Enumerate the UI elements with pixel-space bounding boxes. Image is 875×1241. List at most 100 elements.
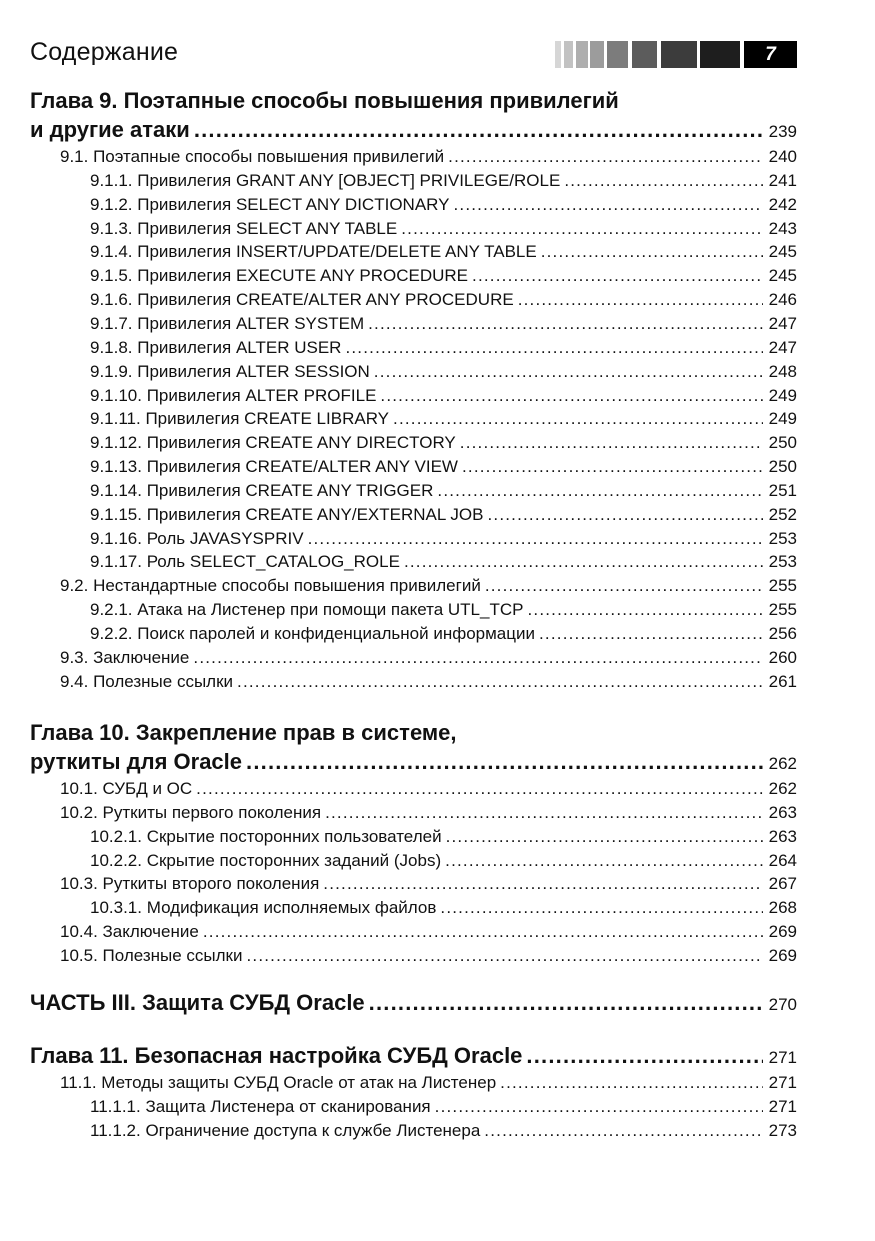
toc-entry: 9.2.2. Поиск паролей и конфиденциальной …	[90, 624, 797, 648]
toc-entry-page: 261	[768, 671, 797, 691]
toc-entry-page: 263	[768, 826, 797, 846]
toc-entry: 10.4. Заключение 269	[60, 922, 797, 946]
toc-entry: 9.1.7. Привилегия ALTER SYSTEM 247	[90, 314, 797, 338]
toc-entry: 9.1.10. Привилегия ALTER PROFILE 249	[90, 386, 797, 410]
toc-entry-title: 9.1.14. Привилегия CREATE ANY TRIGGER	[90, 480, 434, 500]
toc-entry-page: 246	[768, 290, 797, 310]
toc-entry-page: 245	[768, 242, 797, 262]
toc-entry: 10.3.1. Модификация исполняемых файлов 26…	[90, 898, 797, 922]
dot-leader	[380, 386, 762, 406]
toc-entry-title: 9.1.4. Привилегия INSERT/UPDATE/DELETE A…	[90, 242, 537, 262]
dot-leader	[345, 338, 762, 358]
dot-leader	[369, 990, 763, 1016]
dot-leader	[446, 827, 763, 847]
toc-entry: 9.1.16. Роль JAVASYSPRIV 253	[90, 529, 797, 553]
dot-leader	[246, 749, 763, 775]
toc-entry-page: 263	[768, 802, 797, 822]
dot-leader	[325, 803, 763, 823]
toc-entry: 10.2.1. Скрытие посторонних пользователе…	[90, 827, 797, 851]
toc-entry-page: 247	[768, 313, 797, 333]
toc-entry: 9.1.9. Привилегия ALTER SESSION 248	[90, 362, 797, 386]
toc-entry: 11.1. Методы защиты СУБД Oracle от атак …	[60, 1073, 797, 1097]
toc-entry: 10.2. Руткиты первого поколения 263	[60, 803, 797, 827]
toc-entry-page: 255	[768, 576, 797, 596]
toc-entry-title: 9.1.3. Привилегия SELECT ANY TABLE	[90, 218, 398, 238]
chapter-title: руткиты для Oracle	[30, 749, 243, 774]
toc-entry-title: 9.2. Нестандартные способы повышения при…	[60, 576, 481, 596]
toc-entry-title: 10.2. Руткиты первого поколения	[60, 802, 322, 822]
toc-entry-page: 248	[768, 361, 797, 381]
dot-leader	[203, 922, 763, 942]
toc-entry-title: 9.1.5. Привилегия EXECUTE ANY PROCEDURE	[90, 266, 469, 286]
toc-entry-page: 252	[768, 504, 797, 524]
toc-entry-page: 253	[768, 552, 797, 572]
toc-entry-title: 10.3. Руткиты второго поколения	[60, 874, 320, 894]
toc-entry: 9.2. Нестандартные способы повышения при…	[60, 576, 797, 600]
toc-entry-page: 256	[768, 624, 797, 643]
dot-leader	[194, 117, 763, 143]
dot-leader	[440, 898, 762, 918]
toc-entry-title: 9.1.6. Привилегия CREATE/ALTER ANY PROCE…	[90, 290, 514, 310]
toc-entry-title: 9.1.17. Роль SELECT_CATALOG_ROLE	[90, 552, 400, 572]
chapter-title-line: Глава 10. Закрепление прав в системе,	[30, 720, 457, 745]
dot-leader	[526, 1043, 762, 1069]
toc-entry: 9.3. Заключение 260	[60, 648, 797, 672]
toc-entry-title: 9.1.7. Привилегия ALTER SYSTEM	[90, 313, 365, 333]
dot-leader	[448, 147, 762, 167]
toc-entry-title: 9.4. Полезные ссылки	[60, 671, 234, 691]
toc-entry: 9.1.14. Привилегия CREATE ANY TRIGGER 251	[90, 481, 797, 505]
header-bar-block	[590, 41, 604, 68]
toc-entry-title: 10.4. Заключение	[60, 922, 199, 942]
toc-entry: 9.1.5. Привилегия EXECUTE ANY PROCEDURE 2…	[90, 266, 797, 290]
header-bar-block	[564, 41, 573, 68]
chapter-page: 239	[768, 122, 797, 141]
dot-leader	[404, 552, 763, 572]
toc-entry-page: 247	[768, 337, 797, 357]
toc-entry-title: 9.2.1. Атака на Листенер при помощи паке…	[90, 600, 524, 620]
toc-entry: 10.5. Полезные ссылки 269	[60, 946, 797, 970]
toc-entry-page: 271	[768, 1096, 797, 1116]
dot-leader	[518, 290, 763, 310]
chapter-heading: руткиты для Oracle 262	[30, 749, 797, 775]
toc-entry-page: 264	[768, 850, 797, 870]
toc-entry-page: 269	[768, 922, 797, 942]
toc-entry-title: 9.1.15. Привилегия CREATE ANY/EXTERNAL J…	[90, 504, 484, 524]
dot-leader	[401, 219, 762, 239]
toc-entry: 9.1.6. Привилегия CREATE/ALTER ANY PROCE…	[90, 290, 797, 314]
toc-entry-page: 260	[768, 647, 797, 667]
toc-entry: 9.1.11. Привилегия CREATE LIBRARY 249	[90, 409, 797, 433]
toc-entry-page: 271	[768, 1073, 797, 1092]
chapter-page: 271	[768, 1048, 797, 1067]
toc-entry: 9.1.8. Привилегия ALTER USER 247	[90, 338, 797, 362]
toc-entry-title: 10.2.2. Скрытие посторонних заданий (Job…	[90, 850, 442, 870]
dot-leader	[308, 529, 763, 549]
toc-entry: 10.3. Руткиты второго поколения 267	[60, 874, 797, 898]
toc-entry-title: 9.1.2. Привилегия SELECT ANY DICTIONARY	[90, 194, 450, 214]
toc-entry-page: 255	[768, 600, 797, 620]
header-bar-block	[607, 41, 628, 68]
toc-entry-page: 250	[768, 433, 797, 453]
toc-entry-page: 243	[768, 218, 797, 238]
toc-entry-title: 11.1.1. Защита Листенера от сканирования	[90, 1096, 431, 1116]
header-bar-block	[555, 41, 561, 68]
dot-leader	[237, 672, 763, 692]
toc-entry-page: 262	[768, 779, 797, 798]
toc-entry: 9.1.4. Привилегия INSERT/UPDATE/DELETE A…	[90, 242, 797, 266]
dot-leader	[484, 1121, 762, 1141]
dot-leader	[246, 946, 762, 966]
toc-entry-title: 9.1.1. Привилегия GRANT ANY [OBJECT] PRI…	[90, 170, 561, 190]
toc-entry-page: 249	[768, 409, 797, 429]
toc-entry: 9.1.2. Привилегия SELECT ANY DICTIONARY 2…	[90, 195, 797, 219]
toc-entry: 9.2.1. Атака на Листенер при помощи паке…	[90, 600, 797, 624]
header-bar-block	[661, 41, 697, 68]
toc-entry: 9.1.17. Роль SELECT_CATALOG_ROLE 253	[90, 552, 797, 576]
toc-entry-title: 11.1. Методы защиты СУБД Oracle от атак …	[60, 1073, 497, 1092]
chapter-page: 262	[768, 754, 797, 773]
chapter-page: 270	[768, 995, 797, 1014]
toc-entry: 10.2.2. Скрытие посторонних заданий (Job…	[90, 851, 797, 875]
dot-leader	[460, 433, 763, 453]
toc-entry-title: 9.1.16. Роль JAVASYSPRIV	[90, 528, 304, 548]
toc-entry-title: 10.1. СУБД и ОС	[60, 779, 193, 798]
toc-entry: 9.1.15. Привилегия CREATE ANY/EXTERNAL J…	[90, 505, 797, 529]
toc-entry: 11.1.2. Ограничение доступа к службе Лис…	[90, 1121, 797, 1145]
